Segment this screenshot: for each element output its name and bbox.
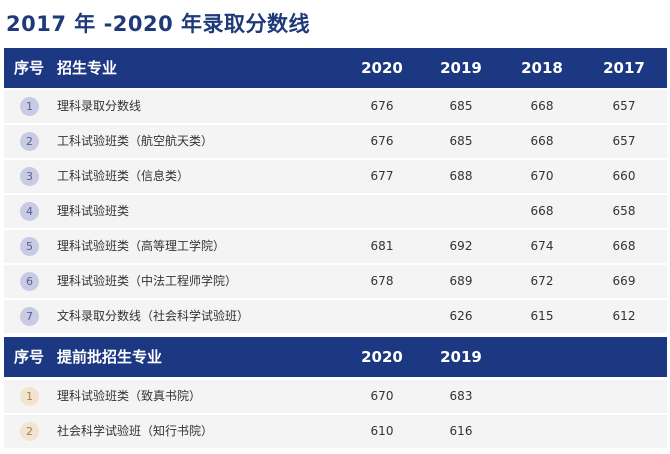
- score-2017: 668: [612, 239, 636, 253]
- score-2019: 692: [449, 239, 473, 253]
- score-2018: 615: [530, 309, 554, 323]
- major-name: 理科试验班类: [57, 204, 130, 218]
- score-2020: 670: [370, 389, 394, 403]
- score-2019: [435, 195, 487, 228]
- table-row: 6 理科试验班类（中法工程师学院） 678 689 672 669: [4, 265, 667, 298]
- score-2018: 674: [530, 239, 554, 253]
- header-no: 序号: [14, 59, 45, 77]
- row-number-badge: 4: [20, 202, 39, 221]
- table-row: 2 工科试验班类（航空航天类） 676 685 668 657: [4, 125, 667, 158]
- page-title: 2017 年 -2020 年录取分数线: [6, 12, 311, 36]
- row-number-badge: 2: [20, 132, 39, 151]
- major-name: 工科试验班类（信息类）: [57, 169, 190, 183]
- score-2020: [356, 195, 408, 228]
- major-name: 社会科学试验班（知行书院）: [57, 424, 214, 438]
- score-2020: [356, 300, 408, 333]
- table-row: 5 理科试验班类（高等理工学院） 681 692 674 668: [4, 230, 667, 263]
- score-2019: 685: [449, 99, 473, 113]
- header-early-batch-major: 提前批招生专业: [57, 348, 163, 366]
- score-2018: 668: [530, 99, 554, 113]
- score-2017: 657: [612, 99, 636, 113]
- header-2018: 2018: [521, 59, 563, 77]
- score-2019: 626: [449, 309, 473, 323]
- score-2020: 676: [370, 134, 394, 148]
- score-2018: 668: [530, 134, 554, 148]
- table1-header: 序号 招生专业 2020 2019 2018 2017: [4, 48, 667, 88]
- score-2017: 612: [612, 309, 636, 323]
- header-2019: 2019: [440, 348, 482, 366]
- score-2019: 689: [449, 274, 473, 288]
- row-number-badge: 3: [20, 167, 39, 186]
- header-2020: 2020: [361, 348, 403, 366]
- table-row: 2 社会科学试验班（知行书院） 610 616: [4, 415, 667, 448]
- table-row: 3 工科试验班类（信息类） 677 688 670 660: [4, 160, 667, 193]
- score-2020: 610: [370, 424, 394, 438]
- table2-header: 序号 提前批招生专业 2020 2019: [4, 337, 667, 377]
- score-2020: 676: [370, 99, 394, 113]
- score-2020: 677: [370, 169, 394, 183]
- score-2019: 616: [449, 424, 473, 438]
- score-2019: 683: [449, 389, 473, 403]
- table-row: 7 文科录取分数线（社会科学试验班） 626 615 612: [4, 300, 667, 333]
- score-2017: 669: [612, 274, 636, 288]
- header-2019: 2019: [440, 59, 482, 77]
- header-2017: 2017: [603, 59, 645, 77]
- header-major: 招生专业: [57, 59, 118, 77]
- score-2017: 657: [612, 134, 636, 148]
- score-2019: 688: [449, 169, 473, 183]
- row-number-badge: 2: [20, 422, 39, 441]
- header-2020: 2020: [361, 59, 403, 77]
- major-name: 理科试验班类（高等理工学院）: [57, 239, 226, 253]
- table-row: 1 理科录取分数线 676 685 668 657: [4, 90, 667, 123]
- row-number-badge: 1: [20, 387, 39, 406]
- score-2019: 685: [449, 134, 473, 148]
- score-2017: 658: [612, 204, 636, 218]
- major-name: 理科试验班类（中法工程师学院）: [57, 274, 238, 288]
- score-2017: 660: [612, 169, 636, 183]
- score-2018: 672: [530, 274, 554, 288]
- table-row: 4 理科试验班类 668 658: [4, 195, 667, 228]
- row-number-badge: 5: [20, 237, 39, 256]
- score-2020: 681: [370, 239, 394, 253]
- table-row: 1 理科试验班类（致真书院） 670 683: [4, 380, 667, 413]
- major-name: 理科录取分数线: [57, 99, 142, 113]
- score-2018: 668: [530, 204, 554, 218]
- score-2018: 670: [530, 169, 554, 183]
- major-name: 文科录取分数线（社会科学试验班）: [57, 309, 250, 323]
- row-number-badge: 6: [20, 272, 39, 291]
- row-number-badge: 1: [20, 97, 39, 116]
- major-name: 工科试验班类（航空航天类）: [57, 134, 214, 148]
- header-no: 序号: [14, 348, 45, 366]
- row-number-badge: 7: [20, 307, 39, 326]
- score-2020: 678: [370, 274, 394, 288]
- major-name: 理科试验班类（致真书院）: [57, 389, 202, 403]
